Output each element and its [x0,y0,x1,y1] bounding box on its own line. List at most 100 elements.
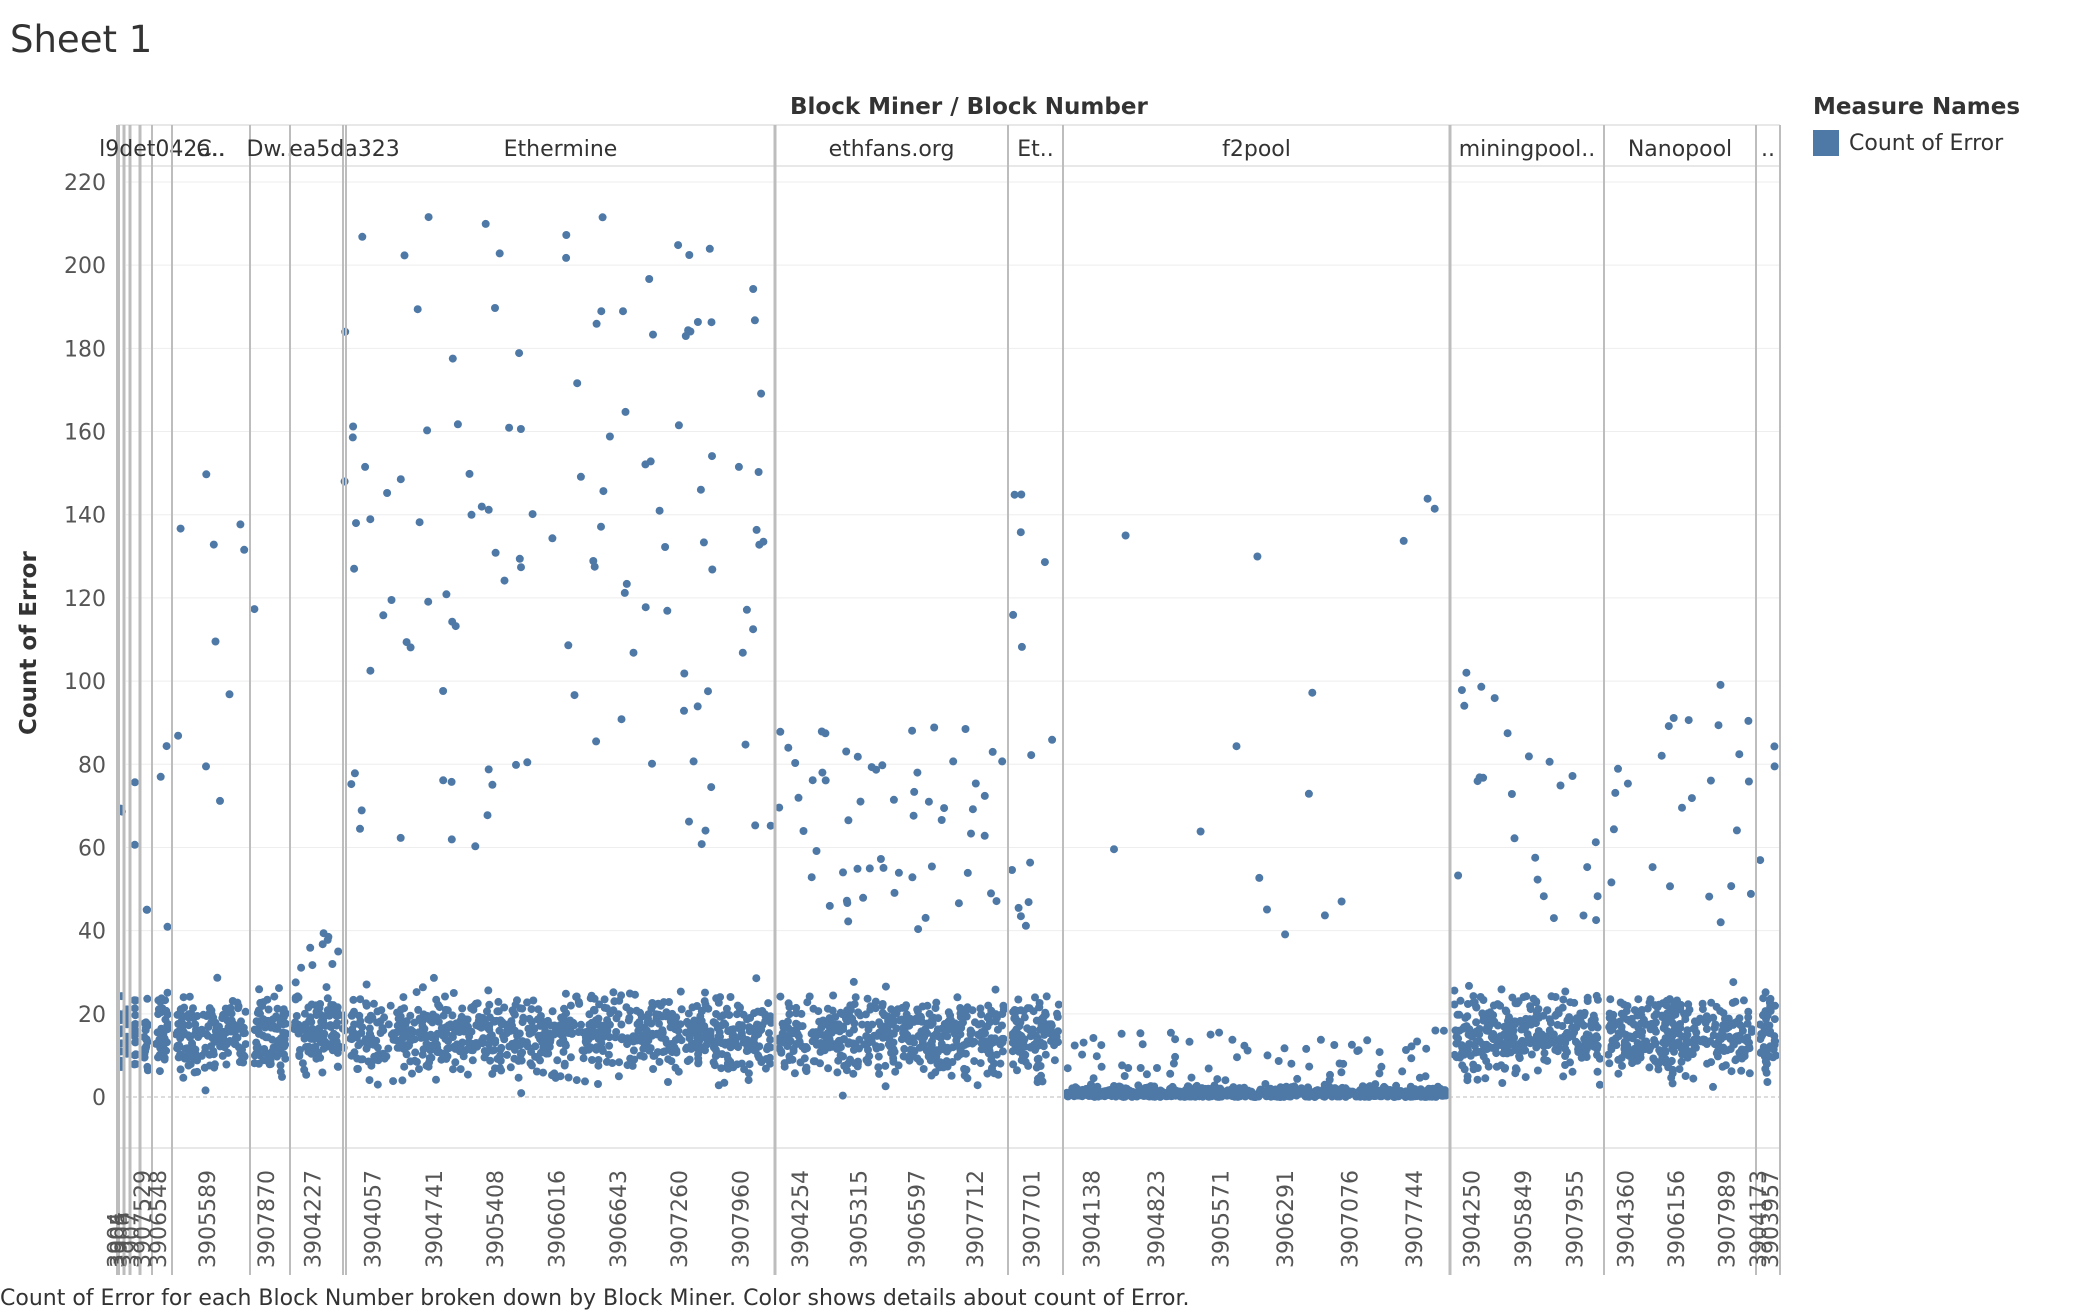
data-point[interactable] [163,1021,172,1030]
data-point[interactable] [1654,1060,1663,1069]
data-point[interactable] [517,1089,526,1098]
data-point[interactable] [1545,757,1554,766]
data-point[interactable] [352,1033,361,1042]
data-point[interactable] [622,579,631,588]
data-point[interactable] [930,723,939,732]
data-point[interactable] [426,1030,435,1039]
data-point[interactable] [639,1044,648,1053]
data-point[interactable] [266,1056,275,1065]
data-point[interactable] [211,1018,220,1027]
data-point[interactable] [617,991,626,1000]
data-point[interactable] [1205,1092,1213,1101]
data-point[interactable] [1586,1035,1595,1044]
data-point[interactable] [1593,1051,1601,1059]
data-point[interactable] [463,1070,472,1079]
data-point[interactable] [131,1060,140,1069]
data-point[interactable] [1573,1018,1582,1027]
data-point[interactable] [586,1043,595,1052]
data-point[interactable] [694,1050,703,1059]
data-point[interactable] [794,793,803,802]
data-point[interactable] [749,625,758,634]
data-point[interactable] [716,1032,724,1041]
data-point[interactable] [940,804,949,813]
data-point[interactable] [1661,1040,1670,1049]
data-point[interactable] [1399,536,1408,545]
data-point[interactable] [143,1021,152,1030]
data-point[interactable] [870,1031,879,1040]
data-point[interactable] [800,1054,809,1063]
data-point[interactable] [1023,1024,1032,1033]
data-point[interactable] [1677,1044,1686,1053]
data-point[interactable] [1273,1092,1282,1101]
data-point[interactable] [1651,1039,1660,1048]
data-point[interactable] [254,1028,263,1037]
data-point[interactable] [576,472,585,481]
data-point[interactable] [723,1051,731,1060]
data-point[interactable] [1518,1036,1527,1045]
data-point[interactable] [943,1025,952,1034]
data-point[interactable] [924,797,933,806]
data-point[interactable] [827,1026,835,1035]
data-point[interactable] [523,758,532,767]
data-point[interactable] [784,999,793,1008]
data-point[interactable] [1124,1064,1133,1072]
data-point[interactable] [1490,694,1499,703]
data-point[interactable] [674,241,683,250]
data-point[interactable] [981,1029,989,1038]
data-point[interactable] [1505,1018,1513,1027]
data-point[interactable] [448,1011,457,1020]
data-point[interactable] [383,489,392,497]
data-point[interactable] [963,1003,972,1012]
data-point[interactable] [1475,1025,1484,1033]
data-point[interactable] [839,1052,847,1061]
data-point[interactable] [1516,1016,1525,1025]
data-point[interactable] [844,917,853,926]
data-point[interactable] [1726,1045,1735,1054]
data-point[interactable] [863,994,872,1003]
data-point[interactable] [1561,1052,1570,1060]
data-point[interactable] [298,1059,307,1068]
data-point[interactable] [836,1008,845,1017]
data-point[interactable] [840,1061,849,1070]
data-point[interactable] [216,796,224,805]
data-point[interactable] [1761,1064,1770,1073]
data-point[interactable] [754,468,763,476]
data-point[interactable] [1274,1057,1283,1065]
data-point[interactable] [1089,1074,1098,1083]
data-point[interactable] [445,1044,454,1052]
data-point[interactable] [968,1039,977,1048]
data-point[interactable] [233,1033,242,1042]
data-point[interactable] [784,743,793,752]
data-point[interactable] [646,457,655,466]
data-point[interactable] [1479,996,1488,1004]
data-point[interactable] [863,1020,872,1029]
data-point[interactable] [1511,1064,1520,1073]
data-point[interactable] [1017,642,1026,651]
data-point[interactable] [1634,995,1643,1004]
data-point[interactable] [853,1060,862,1069]
data-point[interactable] [272,1041,281,1050]
data-point[interactable] [1735,750,1744,759]
data-point[interactable] [1615,1017,1624,1026]
data-point[interactable] [671,1063,680,1072]
data-point[interactable] [711,1052,720,1061]
data-point[interactable] [1332,1089,1341,1098]
data-point[interactable] [412,988,421,997]
data-point[interactable] [324,932,333,941]
data-point[interactable] [1611,1034,1620,1043]
data-point[interactable] [1489,1035,1498,1044]
data-point[interactable] [1533,875,1542,884]
data-point[interactable] [1474,1047,1483,1056]
data-point[interactable] [900,1044,909,1053]
data-point[interactable] [316,1053,325,1062]
data-point[interactable] [1010,1006,1019,1014]
data-point[interactable] [1460,701,1469,710]
data-point[interactable] [605,432,614,441]
data-point[interactable] [1120,1072,1129,1080]
data-point[interactable] [1406,1092,1415,1101]
data-point[interactable] [173,1028,182,1037]
data-point[interactable] [722,1004,731,1013]
data-point[interactable] [1439,1026,1448,1035]
data-point[interactable] [598,1047,607,1055]
data-point[interactable] [143,1062,152,1071]
